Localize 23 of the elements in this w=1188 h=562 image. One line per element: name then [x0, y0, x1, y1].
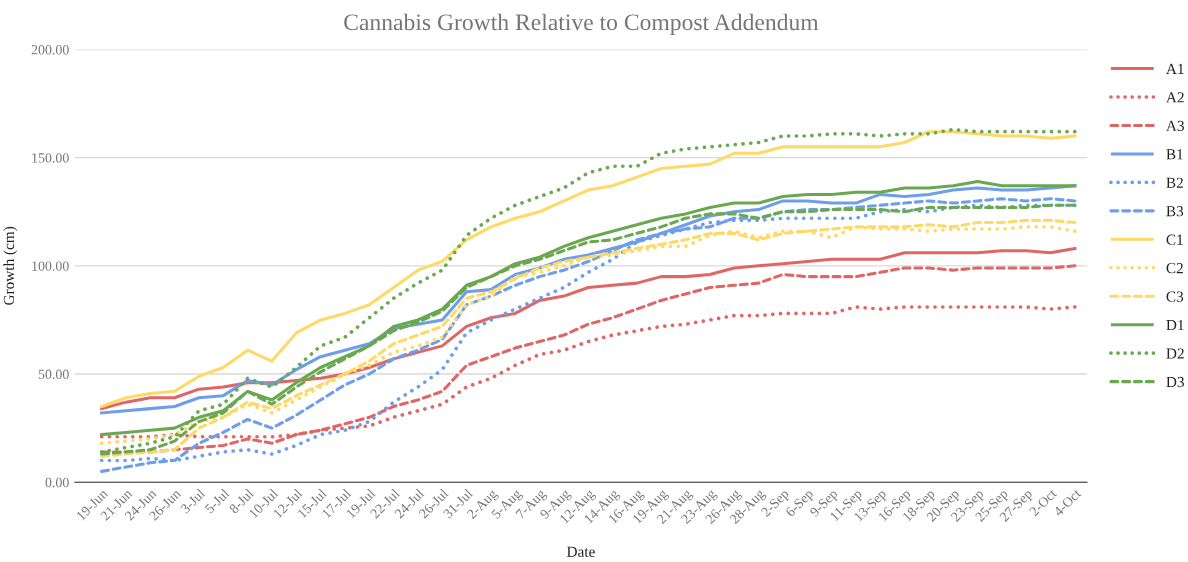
legend-label: D2 [1166, 348, 1184, 359]
y-axis-title: Growth (cm) [3, 226, 18, 305]
y-tick-label: 50.00 [38, 369, 69, 380]
legend-label: A3 [1166, 120, 1184, 131]
legend-label: D3 [1166, 376, 1184, 388]
legend-label: B3 [1166, 206, 1184, 217]
legend-label: C1 [1166, 234, 1183, 245]
legend-label: A2 [1166, 92, 1184, 103]
line-series [100, 130, 1077, 408]
legend-label: B2 [1166, 177, 1183, 188]
y-tick-label: 200.00 [31, 45, 69, 55]
y-tick-label: 150.00 [32, 153, 69, 163]
legend-label: A1 [1166, 63, 1184, 74]
legend-label: D1 [1166, 319, 1184, 331]
y-tick-label: 0.00 [45, 477, 69, 488]
legend-label: C2 [1166, 263, 1183, 274]
chart-title: Cannabis Growth Relative to Compost Addendum [344, 13, 819, 36]
x-axis-title: Date [566, 546, 595, 557]
line-series [100, 246, 1077, 411]
legend-label: B1 [1166, 149, 1183, 160]
line-series [100, 264, 1077, 454]
y-tick-label: 100.00 [32, 261, 69, 271]
legend-label: C3 [1166, 291, 1184, 302]
